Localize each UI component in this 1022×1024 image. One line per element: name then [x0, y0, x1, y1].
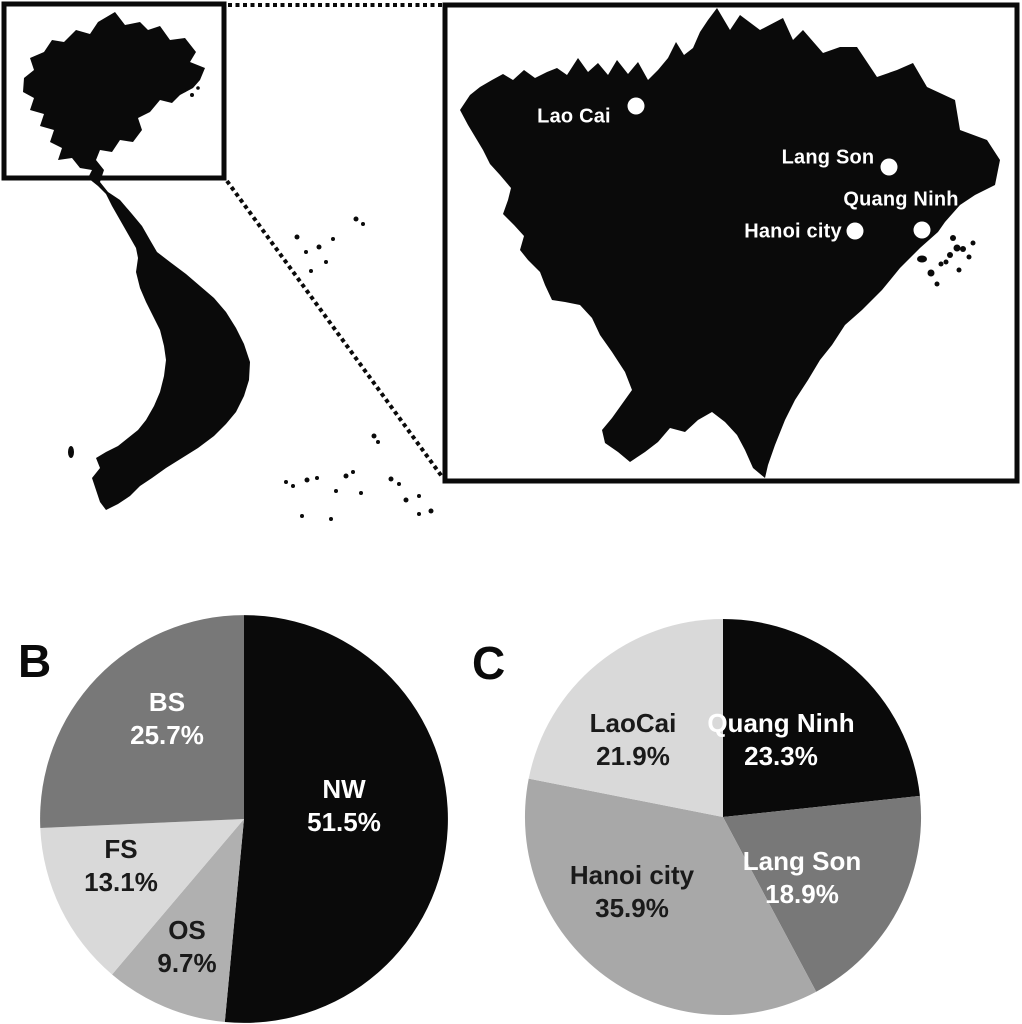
pie-B-slice-nw — [224, 615, 448, 1023]
north-vietnam-silhouette — [460, 8, 1000, 478]
lao-cai-marker — [627, 97, 645, 115]
lang-son-label: Lang Son — [781, 146, 875, 169]
pie-c-hanoi-label: Hanoi city 35.9% — [570, 859, 694, 925]
pie-b-os-name: OS — [168, 914, 206, 945]
pie-b-bs-name: BS — [148, 686, 186, 717]
pie-c-hanoi-name: Hanoi city — [569, 859, 695, 890]
pie-b-fs-label: FS 13.1% — [84, 833, 158, 899]
small-map-islands — [68, 86, 434, 521]
vietnam-silhouette — [23, 12, 250, 510]
pie-c-lang-son-name: Lang Son — [742, 845, 862, 876]
pie-c-quang-ninh-pct: 23.3% — [744, 741, 818, 771]
pie-b-nw-name: NW — [322, 773, 366, 804]
pie-C-slice-laocai — [528, 618, 723, 817]
lao-cai-label: Lao Cai — [537, 105, 611, 128]
pie-b-os-label: OS 9.7% — [157, 914, 216, 980]
pie-chart-b — [40, 615, 448, 1023]
quang-ninh-label: Quang Ninh — [843, 188, 959, 211]
connector-dotted-diagonal — [225, 179, 445, 480]
pie-b-bs-label: BS 25.7% — [130, 686, 204, 752]
pie-c-hanoi-pct: 35.9% — [595, 893, 669, 923]
pie-B-slice-fs — [40, 819, 245, 975]
pie-b-bs-pct: 25.7% — [130, 720, 204, 750]
pie-c-quang-ninh-label: Quang Ninh 23.3% — [707, 707, 854, 773]
pie-c-laocai-pct: 21.9% — [596, 741, 670, 771]
pie-b-fs-name: FS — [104, 833, 138, 864]
pie-b-nw-pct: 51.5% — [307, 807, 381, 837]
pie-B-slice-os — [112, 819, 244, 1023]
panel-c-letter: C — [472, 637, 506, 689]
pie-C-slice-lang-son — [723, 795, 922, 992]
pie-c-lang-son-label: Lang Son 18.9% — [743, 845, 861, 911]
pie-c-laocai-label: LaoCai 21.9% — [590, 707, 677, 773]
pie-C-slice-quang-ninh — [723, 618, 920, 817]
pie-b-nw-label: NW 51.5% — [307, 773, 381, 839]
pie-b-os-pct: 9.7% — [157, 948, 217, 978]
pie-C-slice-hanoi-city — [524, 778, 817, 1016]
hanoi-city-label: Hanoi city — [744, 220, 842, 243]
pie-c-quang-ninh-name: Quang Ninh — [707, 707, 855, 738]
inset-frame — [442, 2, 1020, 484]
pie-chart-c — [524, 618, 922, 1016]
pie-B-slice-bs — [40, 615, 245, 828]
quang-ninh-marker — [913, 221, 931, 239]
panel-b-letter: B — [18, 635, 52, 687]
lang-son-marker — [880, 158, 898, 176]
pie-b-fs-pct: 13.1% — [84, 867, 158, 897]
pie-c-laocai-name: LaoCai — [589, 707, 677, 738]
pie-c-lang-son-pct: 18.9% — [765, 879, 839, 909]
hanoi-city-marker — [846, 222, 864, 240]
inset-islands — [917, 235, 976, 287]
focus-rectangle — [1, 1, 227, 181]
